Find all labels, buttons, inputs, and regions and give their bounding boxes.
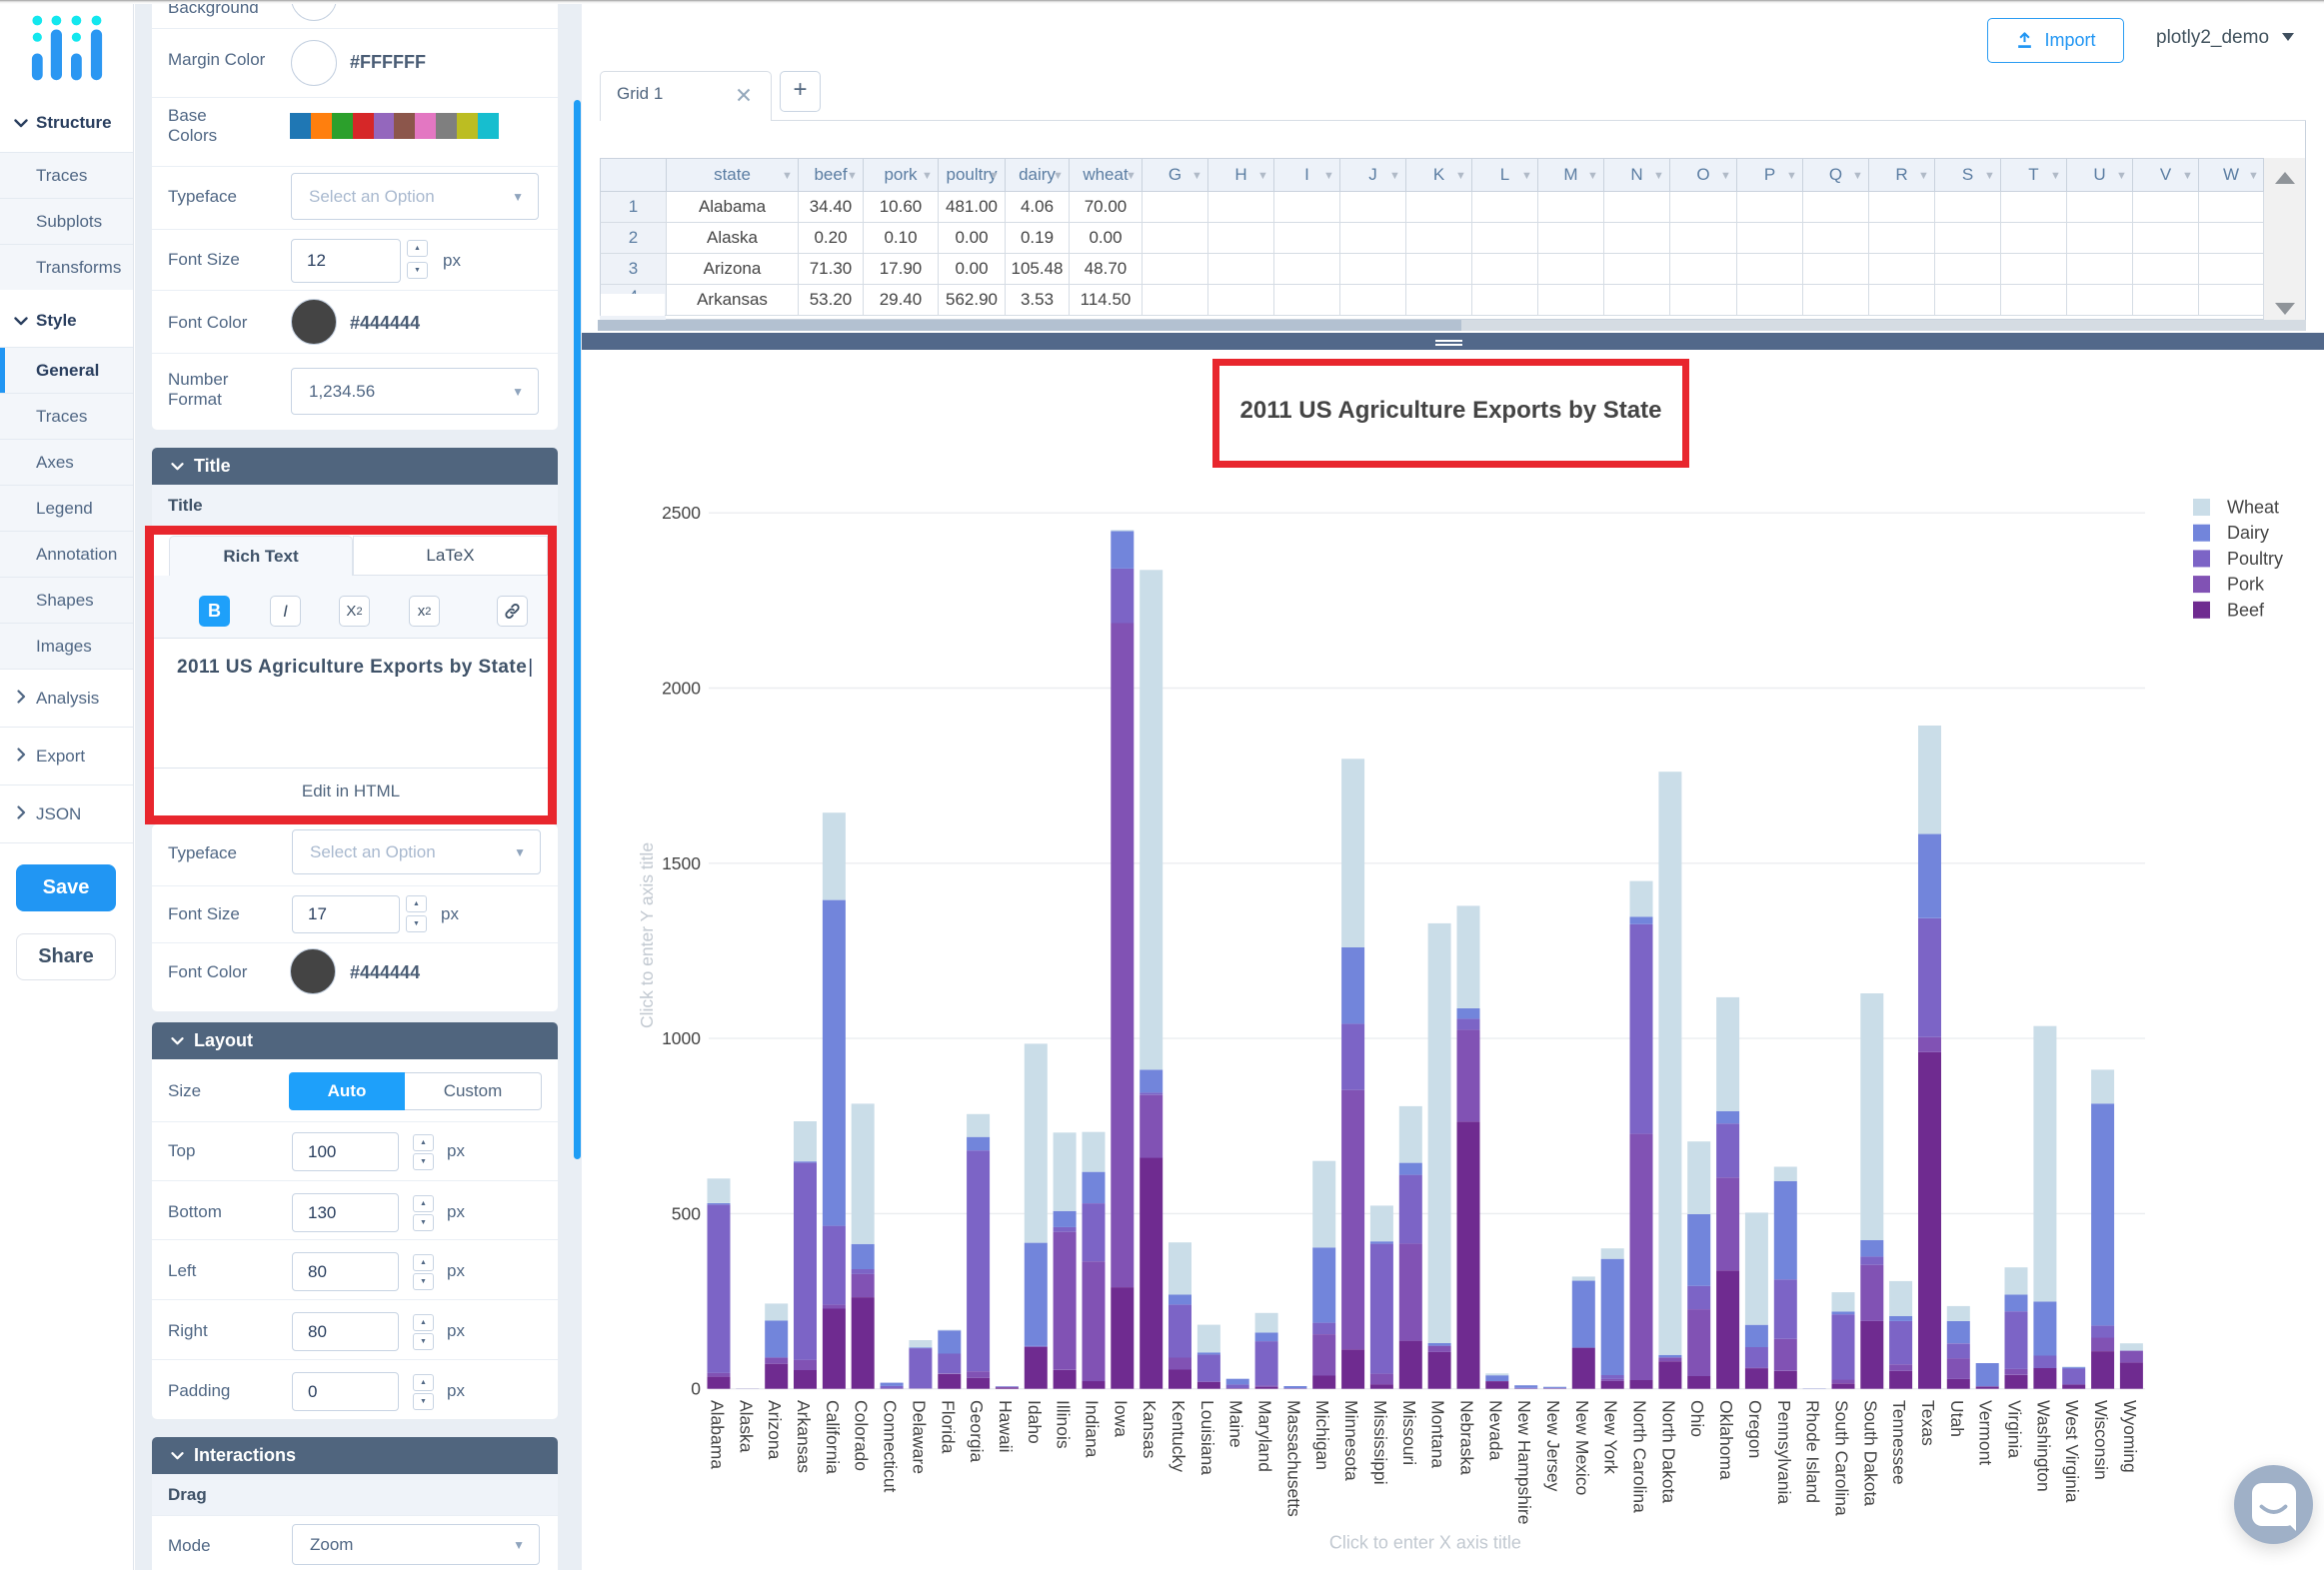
svg-text:2000: 2000 <box>662 679 701 699</box>
svg-text:Oklahoma: Oklahoma <box>1716 1400 1736 1480</box>
svg-text:Ohio: Ohio <box>1687 1400 1707 1437</box>
svg-text:Illinois: Illinois <box>1054 1400 1074 1449</box>
svg-text:Nebraska: Nebraska <box>1457 1400 1477 1475</box>
svg-text:Michigan: Michigan <box>1312 1400 1332 1470</box>
svg-text:2011 US Agriculture Exports by: 2011 US Agriculture Exports by State <box>1240 397 1662 424</box>
svg-text:Iowa: Iowa <box>1111 1400 1131 1437</box>
svg-text:Pork: Pork <box>2227 575 2265 595</box>
svg-text:Hawaii: Hawaii <box>996 1400 1016 1453</box>
svg-text:New Jersey: New Jersey <box>1543 1400 1563 1492</box>
svg-text:Texas: Texas <box>1918 1400 1938 1446</box>
svg-text:South Carolina: South Carolina <box>1832 1400 1852 1516</box>
svg-text:Oregon: Oregon <box>1745 1400 1765 1458</box>
svg-text:Washington: Washington <box>2033 1400 2053 1492</box>
svg-text:Montana: Montana <box>1428 1400 1448 1468</box>
svg-text:Idaho: Idaho <box>1025 1400 1045 1444</box>
svg-text:Louisiana: Louisiana <box>1197 1400 1217 1475</box>
svg-text:Dairy: Dairy <box>2227 523 2269 543</box>
svg-text:Colorado: Colorado <box>852 1400 872 1471</box>
svg-text:New York: New York <box>1601 1400 1621 1474</box>
svg-text:New Mexico: New Mexico <box>1572 1400 1592 1495</box>
svg-text:Click to enter X axis title: Click to enter X axis title <box>1329 1533 1521 1553</box>
svg-text:Vermont: Vermont <box>1976 1400 1996 1465</box>
svg-text:Alaska: Alaska <box>736 1400 756 1453</box>
svg-text:Florida: Florida <box>938 1400 958 1454</box>
svg-text:Kansas: Kansas <box>1140 1400 1160 1459</box>
svg-text:0: 0 <box>691 1379 701 1399</box>
svg-text:West Virginia: West Virginia <box>2062 1400 2082 1503</box>
svg-text:Nevada: Nevada <box>1485 1400 1505 1461</box>
svg-text:Minnesota: Minnesota <box>1341 1400 1361 1481</box>
svg-text:South Dakota: South Dakota <box>1860 1400 1880 1506</box>
svg-text:Massachusetts: Massachusetts <box>1283 1400 1303 1517</box>
svg-text:1500: 1500 <box>662 853 701 873</box>
svg-text:Missouri: Missouri <box>1399 1400 1419 1465</box>
svg-text:Arkansas: Arkansas <box>794 1400 814 1473</box>
svg-text:Indiana: Indiana <box>1083 1400 1103 1458</box>
svg-text:North Dakota: North Dakota <box>1658 1400 1678 1503</box>
svg-text:Pennsylvania: Pennsylvania <box>1774 1400 1794 1504</box>
svg-text:Arizona: Arizona <box>765 1400 785 1460</box>
svg-text:2500: 2500 <box>662 503 701 523</box>
svg-text:500: 500 <box>672 1203 701 1223</box>
svg-text:Connecticut: Connecticut <box>881 1400 901 1493</box>
svg-text:Georgia: Georgia <box>967 1400 987 1463</box>
svg-text:Wisconsin: Wisconsin <box>2091 1400 2111 1480</box>
svg-text:1000: 1000 <box>662 1028 701 1048</box>
svg-text:Alabama: Alabama <box>708 1400 728 1469</box>
svg-text:Tennessee: Tennessee <box>1889 1400 1909 1485</box>
svg-text:Maine: Maine <box>1226 1400 1246 1448</box>
svg-text:California: California <box>823 1400 843 1474</box>
svg-text:Virginia: Virginia <box>2005 1400 2025 1458</box>
svg-text:Wyoming: Wyoming <box>2120 1400 2140 1473</box>
svg-text:Poultry: Poultry <box>2227 549 2283 569</box>
svg-text:Delaware: Delaware <box>909 1400 929 1474</box>
svg-text:Mississippi: Mississippi <box>1370 1400 1390 1485</box>
svg-text:North Carolina: North Carolina <box>1630 1400 1650 1513</box>
svg-text:New Hampshire: New Hampshire <box>1514 1400 1534 1524</box>
svg-text:Rhode Island: Rhode Island <box>1803 1400 1823 1503</box>
svg-text:Kentucky: Kentucky <box>1168 1400 1188 1472</box>
svg-text:Beef: Beef <box>2227 600 2265 620</box>
svg-text:Maryland: Maryland <box>1255 1400 1275 1472</box>
svg-text:Wheat: Wheat <box>2227 498 2279 518</box>
svg-text:Utah: Utah <box>1947 1400 1967 1437</box>
svg-text:Click to enter Y axis title: Click to enter Y axis title <box>637 842 657 1028</box>
